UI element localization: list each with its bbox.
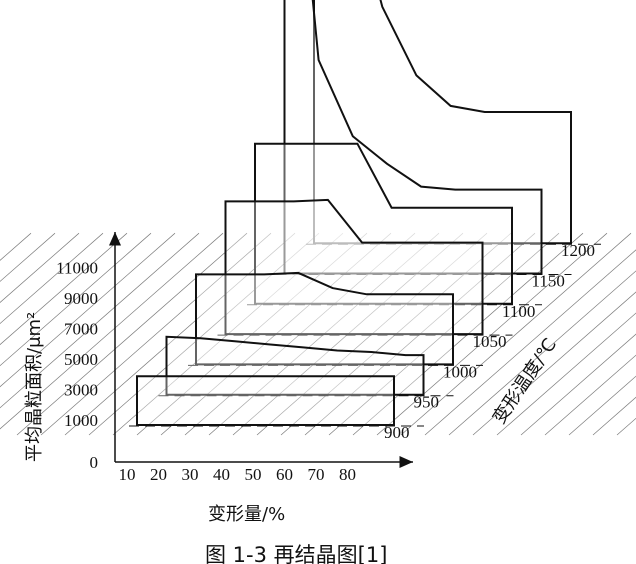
x-tick-label: 70 <box>308 465 325 484</box>
figure-caption: 图 1-3 再结晶图[1] <box>205 543 387 564</box>
z-tick-label: 1150 <box>532 272 565 291</box>
hatch-line <box>400 232 632 436</box>
hatch-line <box>16 232 248 436</box>
x-tick-label: 50 <box>245 465 262 484</box>
hatch-line <box>616 417 636 436</box>
y-tick-labels: 0 1000 3000 5000 7000 9000 11000 <box>56 258 98 472</box>
axes <box>109 232 413 468</box>
x-axis-label: 变形量/% <box>208 504 285 525</box>
y-tick-label: 0 <box>90 453 99 472</box>
hatch-line <box>472 291 636 436</box>
x-tick-label: 10 <box>119 465 136 484</box>
x-tick-label: 60 <box>276 465 293 484</box>
hatch-line <box>544 354 636 436</box>
series-profile-1100 <box>254 142 513 305</box>
hatch-line <box>0 232 128 346</box>
hatch-line <box>0 232 152 367</box>
y-tick-label: 5000 <box>64 350 98 369</box>
hatch-line <box>496 312 636 436</box>
hatch-line <box>0 232 104 325</box>
series-profile-950 <box>165 335 425 396</box>
series-profile-1150 <box>283 0 543 275</box>
hatch-line <box>448 270 636 436</box>
hatch-line <box>0 232 56 282</box>
z-tick-label: 900 <box>384 423 410 442</box>
series-profile-1050 <box>224 198 484 336</box>
z-tick-label: 1200 <box>561 241 595 260</box>
hatch-line <box>64 232 296 436</box>
y-tick-label: 1000 <box>64 411 98 430</box>
hatch-line <box>40 232 272 436</box>
y-tick-label: 9000 <box>64 289 98 308</box>
z-tick-label: 950 <box>414 393 440 412</box>
x-tick-label: 80 <box>339 465 356 484</box>
hatch-line <box>568 375 636 436</box>
hatch-line <box>0 232 224 430</box>
hatch-line <box>88 232 320 436</box>
x-tick-labels: 10 20 30 40 50 60 70 80 <box>119 465 357 484</box>
hatch-line <box>0 232 176 388</box>
z-tick-label: 1100 <box>502 302 535 321</box>
x-tick-label: 20 <box>150 465 167 484</box>
z-tick-label: 1050 <box>473 332 507 351</box>
hatch-line <box>592 396 636 436</box>
x-tick-label: 40 <box>213 465 230 484</box>
y-axis-label: 平均晶粒面积/μm² <box>24 312 45 462</box>
x-tick-label: 30 <box>182 465 199 484</box>
y-tick-label: 7000 <box>64 319 98 338</box>
series-profile-1000 <box>195 271 454 366</box>
series-profile-900 <box>136 375 395 426</box>
hatch-line <box>424 249 636 436</box>
z-tick-label: 1000 <box>443 362 477 381</box>
hatch-line <box>376 232 608 436</box>
series-profiles <box>129 0 601 427</box>
y-tick-label: 3000 <box>64 380 98 399</box>
hatch-line <box>0 232 80 303</box>
hatch-line <box>0 232 200 409</box>
y-tick-label: 11000 <box>56 258 98 277</box>
hatch-line <box>520 333 636 436</box>
